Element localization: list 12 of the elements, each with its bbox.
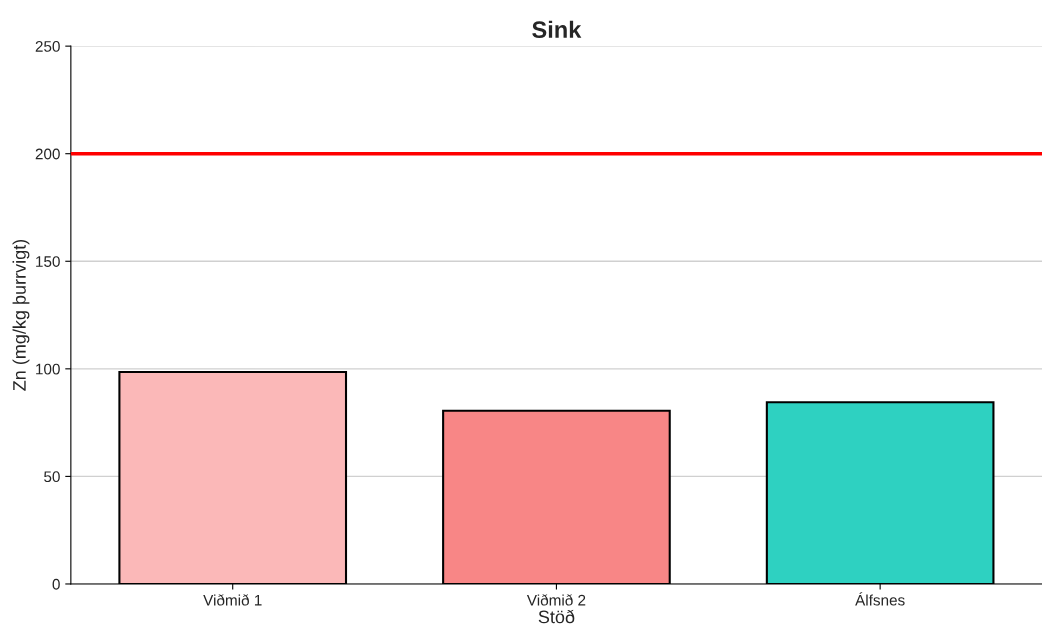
- y-tick-label: 0: [52, 578, 60, 590]
- y-tick-label: 50: [44, 471, 60, 483]
- x-tick-label: Álfsnes: [855, 592, 905, 606]
- x-tick-label: Viðmið 1: [203, 594, 262, 606]
- y-tick-label: 250: [35, 41, 60, 52]
- y-tick-label: 150: [36, 256, 60, 267]
- x-tick-label: Viðmið 2: [526, 594, 586, 606]
- y-axis-title: Zn (mg/kg þurrvigt): [12, 239, 30, 391]
- chart-title: Sink: [532, 20, 582, 39]
- y-tick-label: 100: [36, 363, 60, 375]
- x-axis-title: Stöð: [538, 609, 575, 624]
- y-tick-label: 200: [35, 148, 60, 160]
